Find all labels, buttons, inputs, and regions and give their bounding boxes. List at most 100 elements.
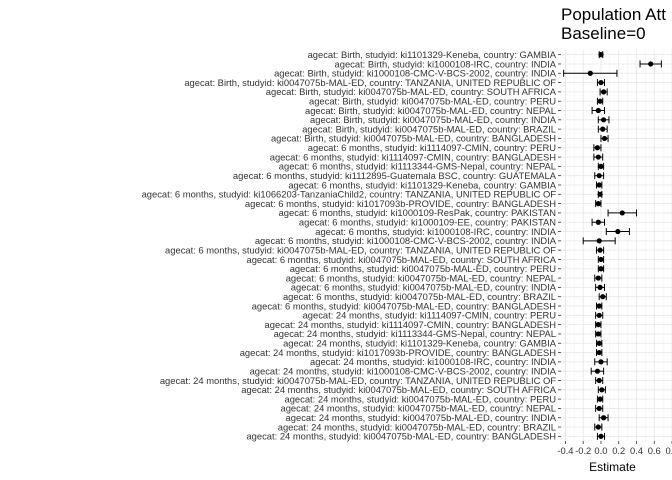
row-label: agecat: Birth, studyid: ki1000108-CMC-V-… [274,68,557,79]
x-axis-title: Estimate [589,460,636,474]
estimate-point [596,303,602,309]
row-label: agecat: 6 months, studyid: ki1000109-Res… [279,207,556,218]
row-label: agecat: 24 months, studyid: ki1000108-IR… [310,356,557,367]
estimate-point [648,61,654,67]
row-label: agecat: 6 months, studyid: ki1114097-CMI… [270,151,556,162]
row-label: agecat: Birth, studyid: ki0047075b-MAL-E… [271,133,556,144]
row-label: agecat: 6 months, studyid: ki0047075b-MA… [291,282,557,293]
row-label: agecat: Birth, studyid: ki0047075b-MAL-E… [266,86,557,97]
row-label: agecat: Birth, studyid: ki0047075b-MAL-E… [184,77,556,88]
row-label: agecat: 24 months, studyid: ki1101329-Ke… [283,338,557,349]
estimate-point [595,275,601,281]
row-label: agecat: 6 months, studyid: ki1114097-CMI… [308,142,556,153]
row-label: agecat: 24 months, studyid: ki0047075b-M… [278,421,556,432]
row-label: agecat: 6 months, studyid: ki1101329-Ken… [288,179,556,190]
estimate-point [595,201,601,207]
row-label: agecat: Birth, studyid: ki0047075b-MAL-E… [310,114,557,125]
row-label: agecat: Birth, studyid: ki0047075b-MAL-E… [309,96,556,107]
row-label: agecat: 6 months, studyid: ki0047075b-MA… [252,300,556,311]
x-tick-label: 0.0 [594,445,607,456]
estimate-point [597,247,603,253]
estimate-point [595,322,601,328]
row-label: agecat: 24 months, studyid: ki1000108-CM… [250,365,557,376]
estimate-point [615,228,621,235]
row-label: agecat: 24 months, studyid: ki0047075b-M… [286,412,557,423]
estimate-marks [563,51,662,440]
estimate-point [597,191,603,197]
row-label: agecat: 24 months, studyid: ki0047075b-M… [285,393,557,404]
estimate-point [594,368,601,374]
estimate-point [596,238,602,244]
estimate-point [595,154,601,160]
estimate-point [598,433,604,439]
grid-lines [561,50,672,441]
estimate-point [598,359,604,365]
estimate-point [599,387,605,393]
estimate-point [596,340,602,346]
estimate-point [595,331,601,337]
estimate-point [595,424,601,430]
row-label: agecat: 6 months, studyid: ki1000109-EE,… [299,217,556,228]
estimate-point [598,266,604,272]
estimate-point [587,70,593,76]
row-label: agecat: 24 months, studyid: ki0047075b-M… [246,431,556,442]
row-label: agecat: 24 months, studyid: ki0047075b-M… [281,403,557,414]
row-label: agecat: Birth, studyid: ki1101329-Keneba… [308,49,557,60]
estimate-point [601,135,608,142]
x-ticks: -0.4-0.20.0 0.2 0.4 0.6 0.8 [557,441,672,456]
row-label: agecat: 6 months, studyid: ki0047075b-MA… [246,254,556,265]
estimate-point [596,182,602,188]
row-label: agecat: 24 months, studyid: ki1114097-CM… [265,319,556,330]
estimate-point [597,396,603,402]
row-labels: agecat: Birth, studyid: ki1101329-Keneba… [142,49,557,442]
row-label: agecat: Birth, studyid: ki0047075b-MAL-E… [305,105,556,116]
estimate-point [596,349,602,356]
estimate-point [619,210,625,216]
estimate-point [598,79,604,86]
estimate-point [600,126,606,132]
x-tick-label: 0.8 [665,445,672,456]
estimate-point [596,312,602,318]
estimate-point [596,377,602,384]
row-label: agecat: 24 months, studyid: ki1114097-CM… [303,310,557,321]
row-label: agecat: 6 months, studyid: ki1113344-GMS… [279,161,556,172]
estimate-point [598,52,604,58]
x-tick-label: 0.4 [630,445,643,456]
estimate-point [598,163,604,169]
row-label: agecat: 6 months, studyid: ki1066203-Tan… [142,189,557,200]
x-tick-label: -0.4 [557,445,573,456]
row-label: agecat: 24 months, studyid: ki0047075b-M… [241,384,556,395]
estimate-point [601,117,607,123]
row-label: agecat: 24 months, studyid: ki1113344-GM… [274,328,556,339]
row-label: agecat: 6 months, studyid: ki0047075b-MA… [165,244,556,255]
row-label: agecat: 6 months, studyid: ki1000108-CMC… [255,235,557,246]
plot-panel [561,50,672,441]
row-label: agecat: 6 months, studyid: ki0047075b-MA… [286,272,556,283]
estimate-point [597,98,603,104]
row-label: agecat: 6 months, studyid: ki1017093b-PR… [245,198,556,209]
estimate-point [596,173,602,179]
chart-title-line-2: Baseline=0 [561,24,646,43]
row-label: agecat: Birth, studyid: ki1000108-IRC, c… [335,58,557,69]
y-ticks [558,54,561,437]
estimate-point [598,256,604,263]
row-label: agecat: 6 months, studyid: ki0047075b-MA… [283,291,556,302]
row-label: agecat: 6 months, studyid: ki0047075b-MA… [290,263,557,274]
row-label: agecat: 24 months, studyid: ki1017093b-P… [240,347,556,358]
estimate-point [600,294,606,300]
estimate-point [597,284,603,290]
x-tick-label: 0.6 [648,445,661,456]
estimate-point [595,107,601,114]
estimate-point [594,145,601,151]
chart-title-line-1: Population Att [561,5,666,24]
row-label: agecat: 6 months, studyid: ki1000108-IRC… [315,226,556,237]
x-tick-label: -0.2 [575,445,591,456]
estimate-point [601,415,607,421]
row-label: agecat: Birth, studyid: ki0047075b-MAL-E… [302,123,556,134]
estimate-point [595,219,601,225]
estimate-point [596,405,602,412]
row-label: agecat: 24 months, studyid: ki0047075b-M… [160,375,556,386]
estimate-point [601,89,607,95]
x-tick-label: 0.2 [612,445,625,456]
